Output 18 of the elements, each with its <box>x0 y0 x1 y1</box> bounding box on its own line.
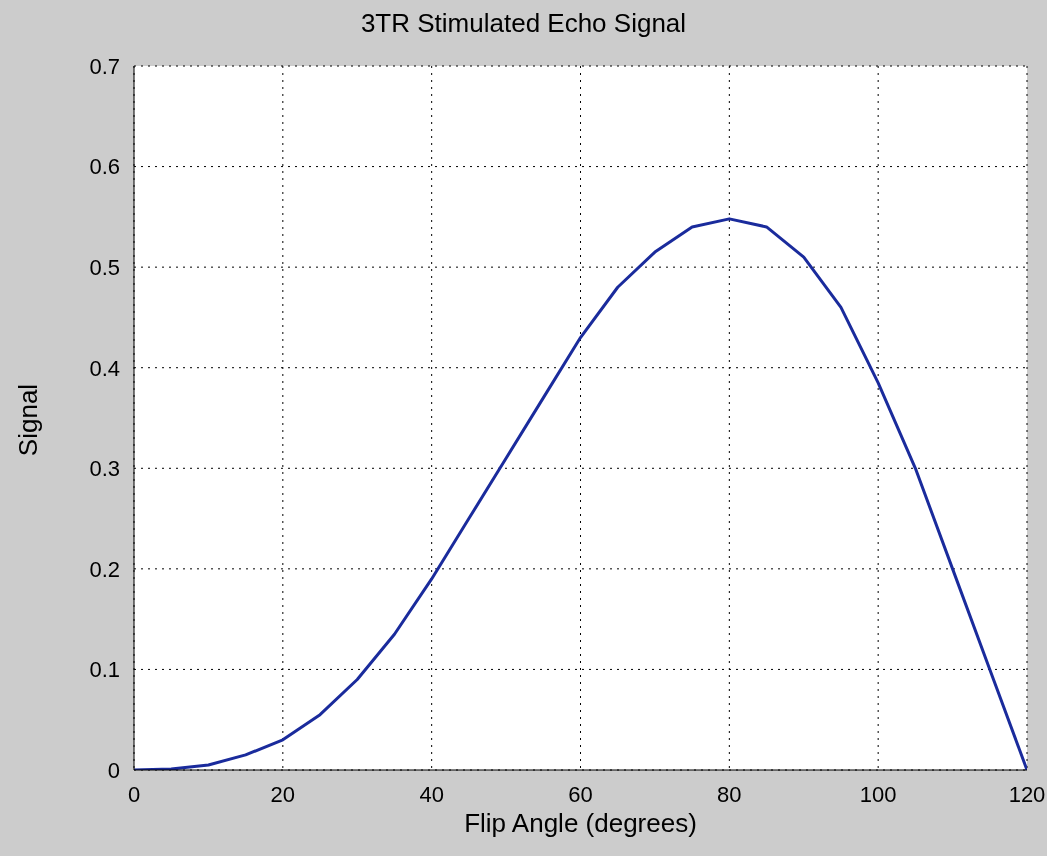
x-tick-label: 20 <box>270 781 296 807</box>
x-tick-label: 40 <box>419 781 444 807</box>
y-tick-label: 0.6 <box>89 154 120 180</box>
x-axis-title: Flip Angle (degrees) <box>463 808 698 839</box>
y-axis-title: Signal <box>12 383 44 457</box>
x-tick-label: 100 <box>859 781 897 807</box>
x-tick-label: 0 <box>127 781 141 807</box>
x-tick-label: 80 <box>717 781 742 807</box>
y-tick-label: 0.5 <box>89 254 120 280</box>
y-tick-label: 0.4 <box>89 355 120 381</box>
x-tick-label: 60 <box>568 781 593 807</box>
chart-title: 3TR Stimulated Echo Signal <box>359 8 688 39</box>
y-tick-label: 0.1 <box>89 657 120 683</box>
y-tick-label: 0 <box>107 757 120 783</box>
y-tick-label: 0.2 <box>89 556 120 582</box>
y-tick-label: 0.3 <box>89 456 120 482</box>
x-tick-label: 120 <box>1008 781 1046 807</box>
y-tick-label: 0.7 <box>89 53 120 79</box>
